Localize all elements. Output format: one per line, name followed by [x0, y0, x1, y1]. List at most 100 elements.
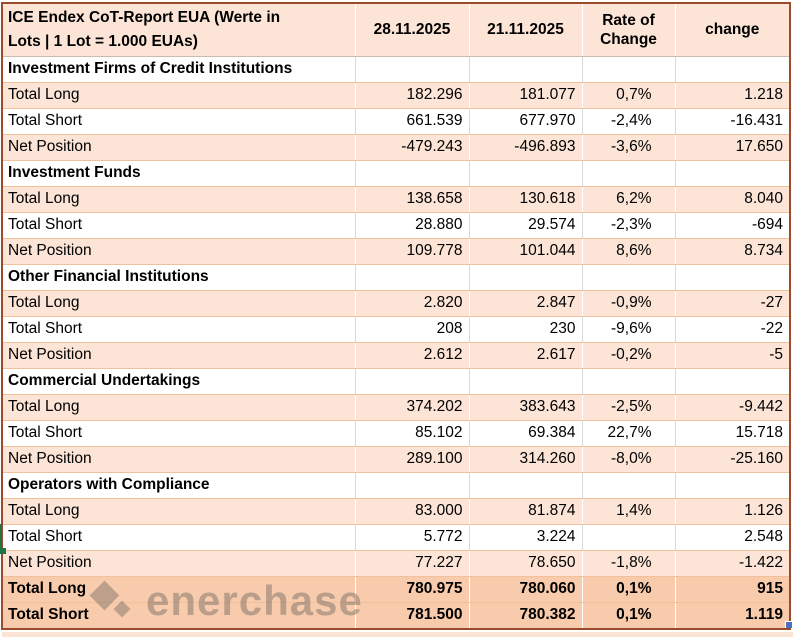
cell-previous[interactable]: 314.260 [469, 446, 583, 473]
cell-change[interactable]: -1.422 [675, 550, 789, 577]
cell-current[interactable]: 182.296 [355, 82, 470, 109]
empty-cell[interactable] [355, 472, 470, 499]
cell-current[interactable]: 374.202 [355, 394, 470, 421]
cell-current[interactable]: 138.658 [355, 186, 470, 213]
column-header-date-current[interactable]: 28.11.2025 [355, 4, 470, 57]
empty-cell[interactable] [675, 368, 789, 395]
cell-label[interactable]: Total Long [3, 576, 356, 603]
cell-label[interactable]: Total Short [3, 602, 356, 628]
empty-cell[interactable] [355, 160, 470, 187]
empty-cell[interactable] [582, 264, 676, 291]
section-label[interactable]: Operators with Compliance [3, 472, 356, 499]
empty-cell[interactable] [675, 472, 789, 499]
cell-change[interactable]: 1.126 [675, 498, 789, 525]
cell-label[interactable]: Net Position [3, 134, 356, 161]
cell-label[interactable]: Total Long [3, 290, 356, 317]
cell-label[interactable]: Net Position [3, 238, 356, 265]
cell-current[interactable]: 780.975 [355, 576, 470, 603]
cell-change[interactable]: 915 [675, 576, 789, 603]
cell-current[interactable]: 5.772 [355, 524, 470, 551]
cell-label[interactable]: Total Short [3, 420, 356, 447]
cell-change[interactable]: 15.718 [675, 420, 789, 447]
cell-previous[interactable]: 29.574 [469, 212, 583, 239]
cell-previous[interactable]: 78.650 [469, 550, 583, 577]
cell-current[interactable]: 208 [355, 316, 470, 343]
cell-current[interactable]: 2.820 [355, 290, 470, 317]
cell-rate[interactable]: -2,5% [582, 394, 676, 421]
empty-cell[interactable] [355, 368, 470, 395]
cell-rate[interactable]: 0,7% [582, 82, 676, 109]
empty-cell[interactable] [469, 472, 583, 499]
cell-change[interactable]: 8.040 [675, 186, 789, 213]
cell-label[interactable]: Total Short [3, 524, 356, 551]
cell-change[interactable]: 17.650 [675, 134, 789, 161]
empty-cell[interactable] [582, 160, 676, 187]
cell-previous[interactable]: 69.384 [469, 420, 583, 447]
cell-label[interactable]: Total Short [3, 108, 356, 135]
selection-marker-green[interactable] [0, 524, 2, 550]
empty-cell[interactable] [675, 56, 789, 83]
cell-label[interactable]: Total Short [3, 316, 356, 343]
cell-previous[interactable]: 130.618 [469, 186, 583, 213]
empty-cell[interactable] [675, 160, 789, 187]
cell-current[interactable]: 77.227 [355, 550, 470, 577]
cell-change[interactable]: -9.442 [675, 394, 789, 421]
section-label[interactable]: Commercial Undertakings [3, 368, 356, 395]
empty-cell[interactable] [582, 56, 676, 83]
empty-cell[interactable] [469, 160, 583, 187]
empty-cell[interactable] [355, 56, 470, 83]
empty-cell[interactable] [355, 264, 470, 291]
cell-change[interactable]: -5 [675, 342, 789, 369]
cell-previous[interactable]: 81.874 [469, 498, 583, 525]
cell-current[interactable]: 2.612 [355, 342, 470, 369]
table-title[interactable]: ICE Endex CoT-Report EUA (Werte in Lots … [3, 4, 356, 57]
cell-previous[interactable]: 780.060 [469, 576, 583, 603]
column-header-change[interactable]: change [675, 4, 789, 57]
cell-label[interactable]: Total Long [3, 82, 356, 109]
cell-current[interactable]: 109.778 [355, 238, 470, 265]
cell-rate[interactable]: -2,3% [582, 212, 676, 239]
cell-change[interactable]: 8.734 [675, 238, 789, 265]
section-label[interactable]: Investment Firms of Credit Institutions [3, 56, 356, 83]
cell-label[interactable]: Total Long [3, 498, 356, 525]
section-label[interactable]: Other Financial Institutions [3, 264, 356, 291]
fill-handle-blue[interactable] [785, 621, 792, 628]
cell-rate[interactable]: 8,6% [582, 238, 676, 265]
cell-change[interactable]: 2.548 [675, 524, 789, 551]
column-header-rate-of-change[interactable]: Rate of Change [582, 4, 676, 57]
cell-rate[interactable]: 6,2% [582, 186, 676, 213]
empty-cell[interactable] [469, 56, 583, 83]
cell-previous[interactable]: 2.847 [469, 290, 583, 317]
cell-rate[interactable]: 1,4% [582, 498, 676, 525]
cell-rate[interactable]: 0,1% [582, 576, 676, 603]
cell-rate-blank[interactable] [582, 524, 676, 551]
cell-change[interactable]: -27 [675, 290, 789, 317]
cell-current[interactable]: -479.243 [355, 134, 470, 161]
empty-cell[interactable] [469, 264, 583, 291]
cell-previous[interactable]: 230 [469, 316, 583, 343]
cell-previous[interactable]: 3.224 [469, 524, 583, 551]
cell-current[interactable]: 83.000 [355, 498, 470, 525]
cell-label[interactable]: Net Position [3, 342, 356, 369]
empty-cell[interactable] [675, 264, 789, 291]
cell-current[interactable]: 661.539 [355, 108, 470, 135]
cell-rate[interactable]: -0,2% [582, 342, 676, 369]
cell-change[interactable]: -694 [675, 212, 789, 239]
cell-change[interactable]: 1.218 [675, 82, 789, 109]
cell-previous[interactable]: 101.044 [469, 238, 583, 265]
cell-previous[interactable]: 2.617 [469, 342, 583, 369]
cell-change[interactable]: 1.119 [675, 602, 789, 628]
section-label[interactable]: Investment Funds [3, 160, 356, 187]
cell-previous[interactable]: 677.970 [469, 108, 583, 135]
empty-cell[interactable] [582, 368, 676, 395]
cell-change[interactable]: -16.431 [675, 108, 789, 135]
cell-current[interactable]: 85.102 [355, 420, 470, 447]
selection-handle-green[interactable] [0, 548, 6, 554]
cell-label[interactable]: Total Long [3, 186, 356, 213]
cell-label[interactable]: Net Position [3, 550, 356, 577]
cell-rate[interactable]: -2,4% [582, 108, 676, 135]
cell-current[interactable]: 781.500 [355, 602, 470, 628]
cell-rate[interactable]: 0,1% [582, 602, 676, 628]
cell-rate[interactable]: -1,8% [582, 550, 676, 577]
cell-previous[interactable]: 780.382 [469, 602, 583, 628]
